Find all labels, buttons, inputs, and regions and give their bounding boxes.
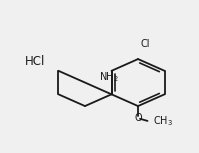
- Text: O: O: [134, 113, 142, 123]
- Text: HCl: HCl: [25, 55, 45, 68]
- Text: CH$_3$: CH$_3$: [153, 115, 173, 128]
- Text: Cl: Cl: [141, 39, 150, 49]
- Text: NH$_2$: NH$_2$: [99, 71, 118, 84]
